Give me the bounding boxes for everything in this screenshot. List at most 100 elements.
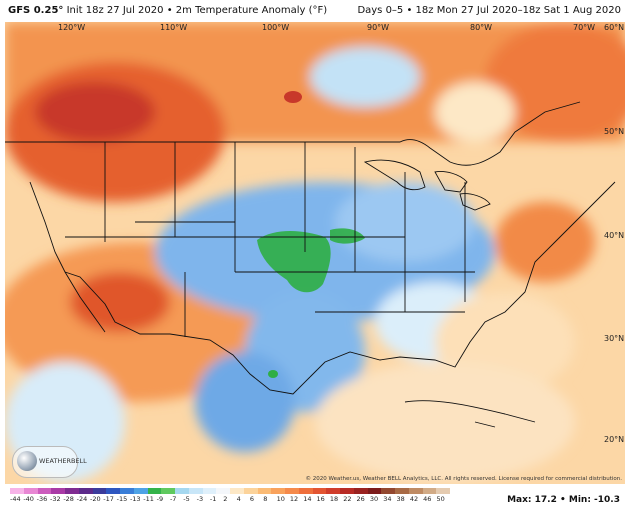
header-separator: •	[166, 5, 173, 16]
scale-tick-label: -9	[156, 495, 164, 503]
color-swatch	[298, 488, 313, 494]
borders	[5, 101, 616, 428]
color-swatch	[285, 488, 299, 494]
scale-tick-label: -32	[49, 495, 61, 503]
color-swatch	[216, 488, 230, 494]
lat-label-40n: 40°N	[604, 231, 625, 240]
color-swatch	[188, 488, 203, 494]
scale-tick-label: 6	[249, 495, 255, 503]
globe-icon	[17, 451, 37, 471]
scale-tick-label: 2	[223, 495, 228, 503]
color-swatch	[106, 488, 120, 494]
scale-tick-label: 18	[329, 495, 339, 503]
lon-label-120w: 120°W	[58, 23, 86, 32]
scale-tick-label: -3	[196, 495, 204, 503]
color-swatch	[133, 488, 148, 494]
scale-tick-label: 10	[276, 495, 285, 503]
color-swatch	[92, 488, 107, 494]
weatherbell-logo: WEATHERBELL	[12, 446, 87, 478]
scale-tick-label: -11	[143, 495, 154, 503]
color-swatch	[175, 488, 189, 494]
scale-tick-label: 16	[316, 495, 325, 503]
anomaly-map	[5, 22, 625, 484]
header-left: GFS 0.25° Init 18z 27 Jul 2020 • 2m Temp…	[8, 5, 327, 16]
scale-tick-label: -24	[76, 495, 88, 503]
scale-tick-label: 22	[343, 495, 352, 503]
header-bar: GFS 0.25° Init 18z 27 Jul 2020 • 2m Temp…	[0, 0, 630, 22]
lon-label-80w: 80°W	[470, 23, 493, 32]
color-swatch	[243, 488, 258, 494]
scale-tick-label: 34	[383, 495, 392, 503]
scale-tick-label: 26	[356, 495, 365, 503]
mexico-border	[64, 271, 311, 395]
lon-label-110w: 110°W	[160, 23, 188, 32]
color-swatch	[10, 488, 24, 494]
scale-tick-label: -20	[89, 495, 101, 503]
caribbean-islands	[404, 400, 536, 428]
scale-tick-label: 30	[369, 495, 379, 503]
scale-tick-label: 46	[423, 495, 432, 503]
color-swatch	[326, 488, 340, 494]
color-swatch	[381, 488, 395, 494]
valid-period: Days 0–5 • 18z Mon 27 Jul 2020–18z Sat 1…	[357, 5, 621, 16]
color-swatch	[65, 488, 79, 494]
color-swatch	[312, 488, 327, 494]
lat-label-50n: 50°N	[604, 127, 625, 136]
color-scale-bar	[10, 488, 450, 494]
scale-tick-label: 12	[289, 495, 299, 503]
lat-label-20n: 20°N	[604, 435, 625, 444]
scale-tick-label: 38	[396, 495, 405, 503]
map-canvas	[5, 22, 625, 484]
scale-tick-label: 8	[263, 495, 268, 503]
scale-tick-label: -5	[183, 495, 190, 503]
color-swatch	[23, 488, 38, 494]
color-swatch	[120, 488, 134, 494]
color-swatch	[395, 488, 409, 494]
variable-name: 2m Temperature Anomaly (°F)	[175, 5, 328, 16]
color-swatch	[340, 488, 354, 494]
color-swatch	[37, 488, 52, 494]
scale-tick-label: -44	[10, 495, 21, 503]
color-swatch	[202, 488, 217, 494]
scale-tick-label: -28	[63, 495, 74, 503]
scale-tick-label: -7	[169, 495, 177, 503]
scale-tick-label: -17	[103, 495, 114, 503]
cold-core-green	[257, 91, 365, 378]
copyright-credit: © 2020 Weather.us, Weather BELL Analytic…	[305, 476, 622, 482]
color-swatch	[353, 488, 368, 494]
scale-tick-label: -15	[116, 495, 128, 503]
scale-tick-label: 50	[436, 495, 445, 503]
color-swatch	[408, 488, 423, 494]
scale-tick-label: 14	[303, 495, 312, 503]
lon-label-70w: 70°W	[573, 23, 596, 32]
canada-border	[5, 101, 581, 166]
color-swatch	[367, 488, 382, 494]
scale-tick-label: -1	[209, 495, 217, 503]
lat-label-60n: 60°N	[604, 23, 625, 32]
init-time: Init 18z 27 Jul 2020	[66, 5, 164, 16]
lat-label-30n: 30°N	[604, 334, 625, 343]
color-swatch	[78, 488, 93, 494]
scale-tick-label: -13	[129, 495, 141, 503]
state-lines	[65, 142, 475, 337]
color-swatch	[257, 488, 272, 494]
color-swatch	[51, 488, 65, 494]
lon-label-90w: 90°W	[367, 23, 390, 32]
lon-label-100w: 100°W	[262, 23, 290, 32]
color-scale-ticks: -44 -40 -36 -32 -28 -24 -20 -17 -15 -13 -11 -9 -7 -5-…	[10, 495, 450, 507]
temperature-field	[5, 22, 625, 482]
color-swatch	[230, 488, 244, 494]
great-lakes	[363, 159, 491, 211]
color-swatch	[436, 488, 450, 494]
coastline-east	[309, 181, 616, 378]
scale-tick-label: 4	[236, 495, 241, 503]
logo-text: WEATHERBELL	[39, 457, 87, 465]
color-swatch	[147, 488, 162, 494]
color-swatch	[422, 488, 437, 494]
color-swatch	[161, 488, 175, 494]
color-swatch	[271, 488, 285, 494]
scale-tick-label: 42	[409, 495, 419, 503]
coastline-west	[29, 181, 106, 333]
model-name: GFS 0.25°	[8, 5, 64, 16]
max-min-stats: Max: 17.2 • Min: -10.3	[507, 495, 620, 505]
